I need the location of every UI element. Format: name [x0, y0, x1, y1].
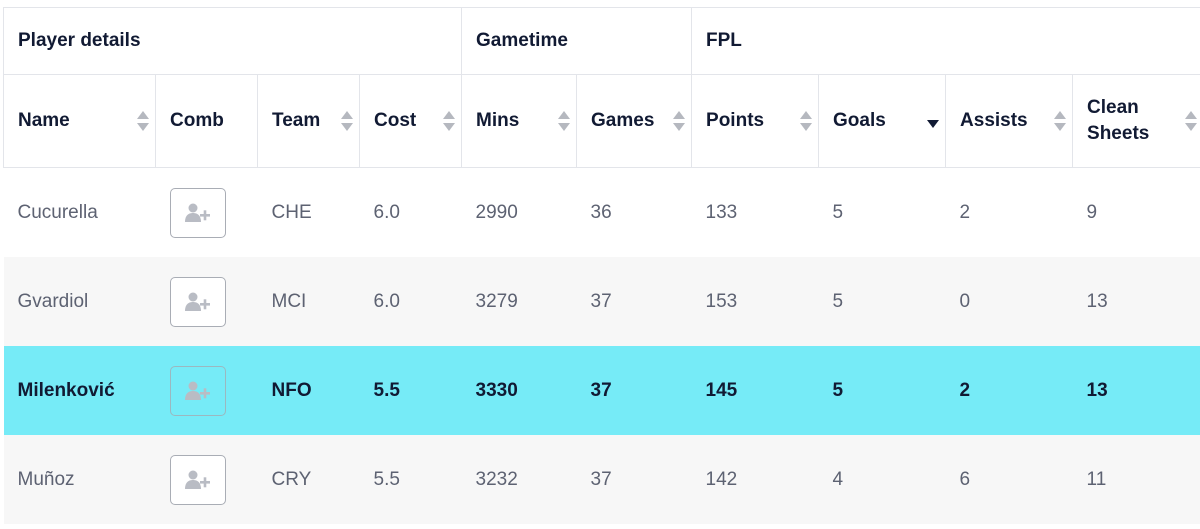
cell-cost: 5.5 [359, 435, 462, 524]
column-header-label: Games [591, 110, 655, 131]
cell-clean-sheets: 9 [1072, 167, 1200, 257]
cell-assists: 0 [945, 257, 1073, 346]
cell-assists: 2 [945, 346, 1073, 435]
sort-icon[interactable] [800, 111, 813, 131]
add-user-icon [184, 470, 210, 489]
column-header-label: Mins [476, 110, 520, 131]
cell-points: 142 [691, 435, 819, 524]
comb-cell [155, 346, 258, 435]
cell-games: 37 [576, 435, 692, 524]
sort-descending-icon[interactable] [927, 111, 940, 131]
column-header-label: Cost [374, 110, 417, 131]
sort-icon[interactable] [1185, 111, 1198, 131]
cell-games: 37 [576, 257, 692, 346]
cell-assists: 6 [945, 435, 1073, 524]
cell-cost: 5.5 [359, 346, 462, 435]
sort-icon[interactable] [1054, 111, 1067, 131]
table-row[interactable]: Muñoz CRY 5.5 3232 37 142 4 6 11 [3, 435, 1200, 524]
add-user-icon [184, 203, 210, 222]
cell-team: NFO [257, 346, 360, 435]
table-row[interactable]: Gvardiol MCI 6.0 3279 37 153 5 0 13 [3, 257, 1200, 346]
cell-goals: 5 [818, 346, 946, 435]
table-row[interactable]: Cucurella CHE 6.0 2990 36 133 5 2 9 [3, 167, 1200, 257]
sort-icon[interactable] [137, 111, 149, 131]
column-header-label: Comb [170, 110, 224, 131]
table-row-highlighted[interactable]: Milenković NFO 5.5 3330 37 145 5 2 13 [3, 346, 1200, 435]
cell-games: 37 [576, 346, 692, 435]
cell-clean-sheets: 13 [1072, 257, 1200, 346]
sort-icon[interactable] [443, 111, 456, 131]
add-to-comb-button[interactable] [169, 454, 226, 505]
cell-mins: 3330 [461, 346, 577, 435]
add-to-comb-button[interactable] [169, 187, 226, 238]
column-header-label: Name [18, 110, 70, 131]
player-stats-table: Player details Gametime FPL Name Comb Te… [2, 7, 1200, 524]
add-user-icon [184, 292, 210, 311]
comb-cell [155, 435, 258, 524]
cell-points: 145 [691, 346, 819, 435]
column-header-label: Assists [960, 110, 1028, 131]
cell-name: Cucurella [3, 167, 156, 257]
column-header-games[interactable]: Games [576, 74, 693, 168]
column-header-comb: Comb [155, 74, 258, 168]
column-header-label: Points [706, 110, 765, 131]
sort-icon[interactable] [341, 111, 353, 131]
cell-clean-sheets: 11 [1072, 435, 1200, 524]
cell-cost: 6.0 [359, 167, 462, 257]
comb-cell [155, 257, 258, 346]
cell-mins: 3232 [461, 435, 577, 524]
sort-icon[interactable] [558, 111, 571, 131]
add-user-icon [184, 381, 210, 400]
group-header-fpl: FPL [691, 7, 1200, 75]
cell-mins: 3279 [461, 257, 577, 346]
group-header-gametime: Gametime [461, 7, 693, 75]
cell-points: 133 [691, 167, 819, 257]
column-header-goals[interactable]: Goals [818, 74, 947, 168]
cell-assists: 2 [945, 167, 1073, 257]
add-to-comb-button[interactable] [169, 365, 226, 416]
cell-cost: 6.0 [359, 257, 462, 346]
column-header-points[interactable]: Points [691, 74, 820, 168]
cell-goals: 5 [818, 167, 946, 257]
column-header-label: Clean Sheets [1087, 97, 1150, 144]
group-header-row: Player details Gametime FPL [2, 7, 1200, 75]
column-header-name[interactable]: Name [3, 74, 156, 168]
cell-name: Muñoz [3, 435, 156, 524]
cell-name: Gvardiol [3, 257, 156, 346]
column-header-assists[interactable]: Assists [945, 74, 1074, 168]
comb-cell [155, 167, 258, 257]
column-header-label: Team [272, 110, 321, 131]
sort-icon[interactable] [673, 111, 686, 131]
cell-games: 36 [576, 167, 692, 257]
cell-clean-sheets: 13 [1072, 346, 1200, 435]
column-header-label: Goals [833, 110, 886, 131]
cell-team: CRY [257, 435, 360, 524]
column-header-mins[interactable]: Mins [461, 74, 578, 168]
column-header-cost[interactable]: Cost [358, 74, 463, 168]
cell-team: MCI [257, 257, 360, 346]
cell-team: CHE [257, 167, 360, 257]
column-header-clean-sheets[interactable]: Clean Sheets [1072, 74, 1200, 168]
cell-mins: 2990 [461, 167, 577, 257]
cell-points: 153 [691, 257, 819, 346]
cell-goals: 5 [818, 257, 946, 346]
group-header-player-details: Player details [2, 7, 463, 75]
cell-goals: 4 [818, 435, 946, 524]
column-header-row: Name Comb Team Cost Mins Games Points Go… [3, 74, 1200, 168]
column-header-team[interactable]: Team [257, 74, 360, 168]
add-to-comb-button[interactable] [169, 276, 226, 327]
cell-name: Milenković [3, 346, 156, 435]
